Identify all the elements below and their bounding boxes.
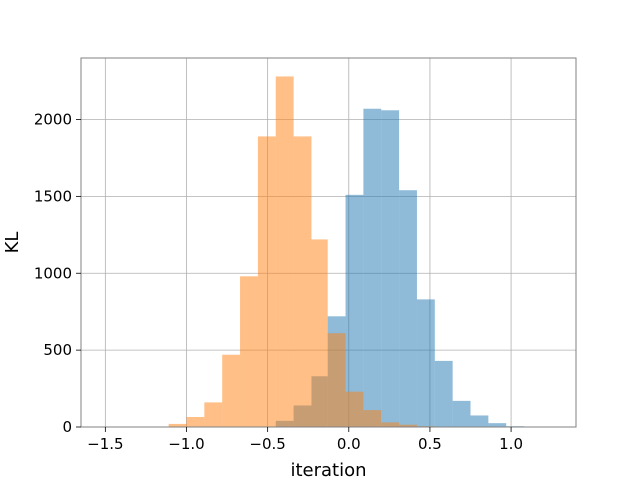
histogram-bar-series-1 — [363, 109, 381, 427]
x-tick-label: 1.0 — [499, 435, 523, 453]
x-tick-label: −1.5 — [87, 435, 123, 453]
x-tick-label: 0.5 — [418, 435, 442, 453]
histogram-bar-series-2 — [186, 417, 204, 427]
y-tick-label: 500 — [43, 341, 72, 359]
y-tick-label: 1500 — [34, 187, 72, 205]
x-tick-label: 0.0 — [337, 435, 361, 453]
histogram-bar-series-1 — [488, 423, 506, 427]
histogram-bar-series-2 — [258, 136, 276, 427]
y-tick-label: 2000 — [34, 111, 72, 129]
histogram-bar-series-2 — [363, 410, 381, 427]
histogram-bar-series-1 — [471, 415, 489, 427]
x-tick-label: −0.5 — [249, 435, 285, 453]
histogram-bar-series-1 — [435, 361, 453, 427]
histogram-bar-series-2 — [240, 276, 258, 427]
histogram-bar-series-2 — [346, 392, 364, 427]
y-tick-label: 0 — [62, 418, 72, 436]
histogram-bar-series-2 — [311, 239, 327, 427]
histogram-bar-series-2 — [294, 136, 312, 427]
histogram-bar-series-1 — [453, 401, 471, 427]
histogram-bar-series-1 — [399, 190, 417, 427]
histogram-bar-series-2 — [222, 355, 240, 427]
histogram-bar-series-2 — [381, 422, 399, 427]
histogram-bars — [151, 76, 524, 427]
histogram-bar-series-2 — [276, 76, 294, 427]
histogram-bar-series-2 — [204, 402, 222, 427]
histogram-bar-series-1 — [417, 299, 435, 427]
y-axis-label: KL — [2, 232, 23, 254]
histogram-bar-series-1 — [381, 110, 399, 427]
y-tick-label: 1000 — [34, 264, 72, 282]
histogram-bar-series-2 — [328, 333, 346, 427]
x-axis-label: iteration — [290, 460, 366, 480]
x-tick-label: −1.0 — [168, 435, 204, 453]
